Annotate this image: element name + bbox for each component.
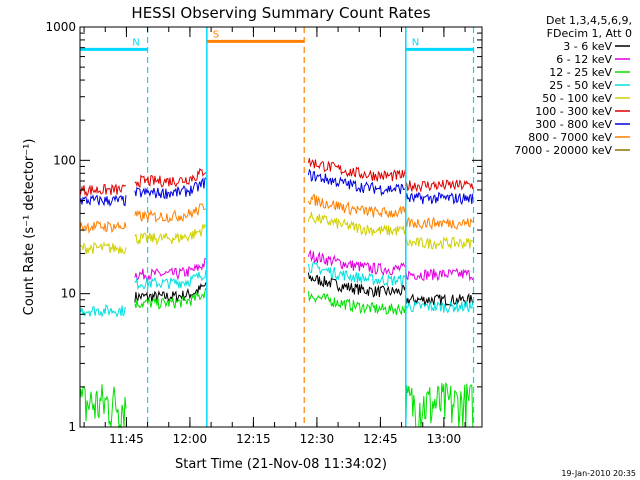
y-tick-label-3: 1000 <box>45 20 76 34</box>
x-tick-label-0: 11:45 <box>109 432 144 446</box>
legend-label-5: 100 - 300 keV <box>535 105 612 118</box>
series-line-5-1 <box>134 167 207 189</box>
legend-header-1: Det 1,3,4,5,6,9, <box>546 14 632 27</box>
series-line-7-1 <box>134 203 207 224</box>
series-line-0-2 <box>307 272 406 298</box>
x-tick-label-1: 12:00 <box>173 432 208 446</box>
series-line-6-3 <box>405 191 474 206</box>
series-line-6-1 <box>134 177 207 200</box>
timestamp: 19-Jan-2010 20:35 <box>561 469 636 478</box>
series-line-5-3 <box>405 179 474 193</box>
x-axis-label: Start Time (21-Nov-08 11:34:02) <box>175 457 387 472</box>
series-line-0-1 <box>134 282 207 303</box>
x-tick-label-2: 12:15 <box>236 432 271 446</box>
y-tick-label-0: 1 <box>68 420 76 434</box>
series-line-3-1 <box>134 270 207 291</box>
series-line-2-1 <box>134 287 207 310</box>
y-tick-label-1: 10 <box>61 287 76 301</box>
legend-label-8: 7000 - 20000 keV <box>514 144 612 157</box>
series-line-2-0 <box>79 384 127 429</box>
series-line-3-0 <box>79 304 127 318</box>
series-line-7-2 <box>307 194 406 219</box>
legend-label-2: 12 - 25 keV <box>549 66 612 79</box>
y-axis-label: Count Rate (s⁻¹ detector⁻¹) <box>22 139 37 316</box>
legend-label-4: 50 - 100 keV <box>542 92 612 105</box>
series-line-7-0 <box>79 220 127 235</box>
legend-label-7: 800 - 7000 keV <box>528 131 612 144</box>
plot-frame <box>79 26 483 428</box>
x-tick-label-5: 13:00 <box>427 432 462 446</box>
series-line-1-1 <box>134 258 206 281</box>
series-line-2-3 <box>405 381 474 428</box>
series-line-2-2 <box>307 291 406 316</box>
series-line-7-3 <box>405 216 473 231</box>
tick-layer: 1 10 100 1000 11:45 12:00 12:15 12:30 12:45 13:00 <box>45 20 482 446</box>
y-tick-label-2: 100 <box>53 153 76 167</box>
marker-label-0: N <box>132 37 139 48</box>
series-line-1-3 <box>405 267 474 282</box>
x-tick-label-4: 12:45 <box>363 432 398 446</box>
plot-layer: N NS <box>79 27 475 429</box>
marker-label-2: S <box>213 29 219 40</box>
marker-label-1: N <box>412 37 419 48</box>
series-line-4-1 <box>134 223 207 246</box>
series-line-3-3 <box>405 300 474 314</box>
series-line-4-3 <box>405 236 474 250</box>
chart-title: HESSI Observing Summary Count Rates <box>131 4 430 22</box>
series-line-6-2 <box>307 168 406 197</box>
legend-label-3: 25 - 50 keV <box>549 79 612 92</box>
series-line-4-2 <box>307 211 406 237</box>
legend-label-0: 3 - 6 keV <box>563 40 612 53</box>
legend-label-1: 6 - 12 keV <box>556 53 612 66</box>
series-line-5-2 <box>307 158 406 182</box>
series-line-1-2 <box>307 249 406 277</box>
series-line-5-0 <box>79 183 126 198</box>
series-line-4-0 <box>79 241 127 255</box>
x-tick-label-3: 12:30 <box>300 432 335 446</box>
legend-header-2: FDecim 1, Att 0 <box>547 27 632 40</box>
series-line-6-0 <box>79 194 127 207</box>
legend-label-6: 300 - 800 keV <box>535 118 612 131</box>
series-line-3-2 <box>307 261 406 288</box>
